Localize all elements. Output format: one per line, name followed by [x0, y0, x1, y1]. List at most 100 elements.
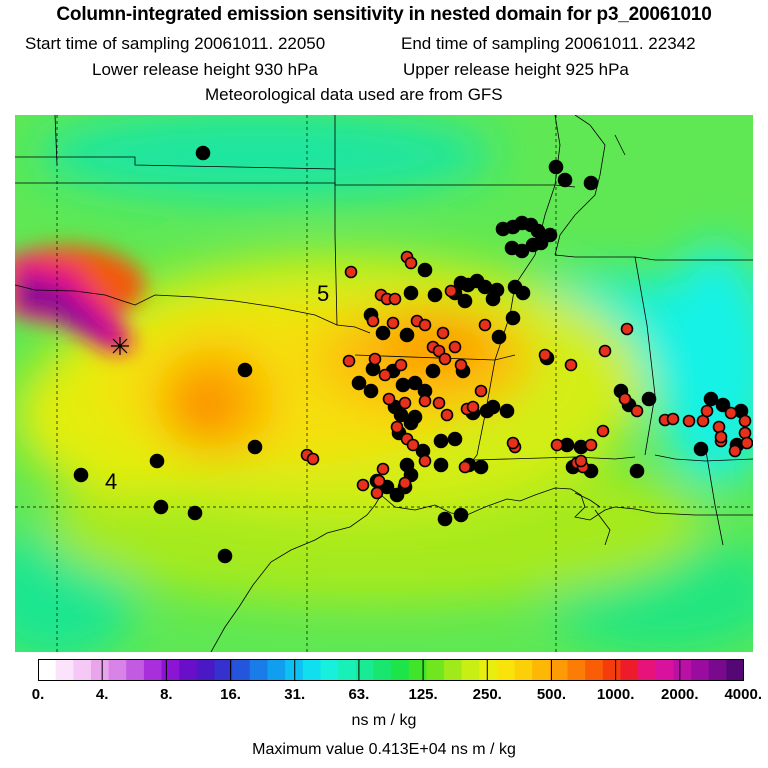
station-markers — [73, 145, 753, 564]
colorbar-tick-label: 500. — [536, 686, 567, 703]
station-marker-red — [306, 452, 320, 466]
colorbar-cell — [302, 659, 321, 681]
station-marker-black — [153, 499, 169, 515]
colorbar-tick-label: 2000. — [661, 686, 699, 703]
station-marker-red — [714, 430, 728, 444]
colorbar-cell — [708, 659, 727, 681]
colorbar-tick-label: 16. — [220, 686, 241, 703]
station-marker-red — [388, 292, 402, 306]
station-marker-red — [418, 318, 432, 332]
colorbar-cell — [108, 659, 127, 681]
station-marker-black — [247, 439, 263, 455]
station-marker-red — [738, 426, 752, 440]
colorbar-cell — [479, 659, 498, 681]
colorbar-cell — [161, 659, 180, 681]
station-marker-red — [574, 454, 588, 468]
colorbar-tick-label: 250. — [472, 686, 502, 703]
station-marker-black — [395, 377, 411, 393]
colorbar-cell — [532, 659, 551, 681]
station-marker-black — [437, 511, 453, 527]
colorbar-tick-label: 4000. — [724, 686, 762, 703]
colorbar-cell — [391, 659, 410, 681]
station-marker-red — [382, 392, 396, 406]
sensitivity-field — [15, 115, 753, 652]
station-marker-black — [453, 507, 469, 523]
colorbar-cell — [249, 659, 269, 681]
colorbar-cell — [90, 659, 110, 681]
station-marker-black — [237, 362, 253, 378]
station-marker-red — [440, 408, 454, 422]
colorbar-cell — [373, 659, 392, 681]
station-marker-red — [370, 486, 384, 500]
station-marker-red — [618, 392, 632, 406]
colorbar-cell — [426, 659, 445, 681]
station-marker-red — [478, 318, 492, 332]
station-marker-black — [485, 399, 501, 415]
colorbar-units: ns m / kg — [351, 712, 417, 729]
end-time-label: End time of sampling 20061011. 22342 — [401, 34, 696, 53]
met-data-label: Meteorological data used are from GFS — [205, 85, 503, 104]
station-marker-black — [417, 262, 433, 278]
station-marker-black — [499, 403, 515, 419]
lower-release-label: Lower release height 930 hPa — [92, 60, 318, 79]
station-marker-black — [399, 327, 415, 343]
colorbar-cell — [320, 659, 339, 681]
station-marker-black — [363, 383, 379, 399]
colorbar-tick-label: 125. — [408, 686, 438, 703]
colorbar-cell — [179, 659, 198, 681]
station-marker-red — [376, 462, 390, 476]
station-marker-red — [466, 400, 480, 414]
station-marker-black — [407, 409, 423, 425]
colorbar-cell — [443, 659, 463, 681]
station-marker-red — [398, 396, 412, 410]
station-marker-red — [394, 358, 408, 372]
colorbar-cell — [196, 659, 216, 681]
station-marker-red — [728, 444, 742, 458]
start-time-label: Start time of sampling 20061011. 22050 — [25, 34, 326, 53]
station-marker-black — [530, 223, 546, 239]
station-marker-red — [666, 412, 680, 426]
station-marker-red — [386, 316, 400, 330]
station-marker-red — [682, 414, 696, 428]
station-marker-red — [366, 314, 380, 328]
station-marker-red — [444, 284, 458, 298]
sensitivity-map: 5 4 — [15, 115, 753, 652]
region-label-5: 5 — [317, 281, 329, 306]
station-marker-red — [390, 420, 404, 434]
station-marker-black — [425, 363, 441, 379]
colorbar-cell — [461, 659, 480, 681]
colorbar-cell — [496, 659, 516, 681]
station-marker-red — [724, 406, 738, 420]
station-marker-red — [378, 368, 392, 382]
station-marker-black — [693, 441, 709, 457]
station-marker-black — [542, 227, 558, 243]
colorbar-cell — [726, 659, 744, 681]
station-marker-red — [438, 352, 452, 366]
station-marker-black — [217, 548, 233, 564]
station-marker-red — [372, 474, 386, 488]
station-marker-red — [404, 256, 418, 270]
station-marker-black — [491, 329, 507, 345]
station-marker-black — [375, 325, 391, 341]
station-marker-black — [548, 159, 564, 175]
station-marker-black — [149, 453, 165, 469]
station-marker-red — [700, 404, 714, 418]
station-marker-red — [596, 424, 610, 438]
station-marker-red — [342, 354, 356, 368]
colorbar-cell — [143, 659, 163, 681]
station-marker-red — [356, 478, 370, 492]
station-marker-red — [620, 322, 634, 336]
release-point-asterisk — [111, 337, 129, 355]
colorbar-cell — [126, 659, 145, 681]
station-marker-red — [418, 394, 432, 408]
colorbar-tick-label: 63. — [348, 686, 370, 703]
colorbar — [38, 659, 744, 681]
colorbar-tick-label: 4. — [95, 686, 109, 703]
region-label-4: 4 — [105, 469, 117, 494]
upper-release-label: Upper release height 925 hPa — [403, 60, 629, 79]
station-marker-red — [344, 265, 358, 279]
colorbar-tick-label: 8. — [160, 686, 173, 703]
colorbar-cell — [673, 659, 692, 681]
station-marker-red — [436, 326, 450, 340]
coastlines-and-borders — [15, 115, 753, 652]
